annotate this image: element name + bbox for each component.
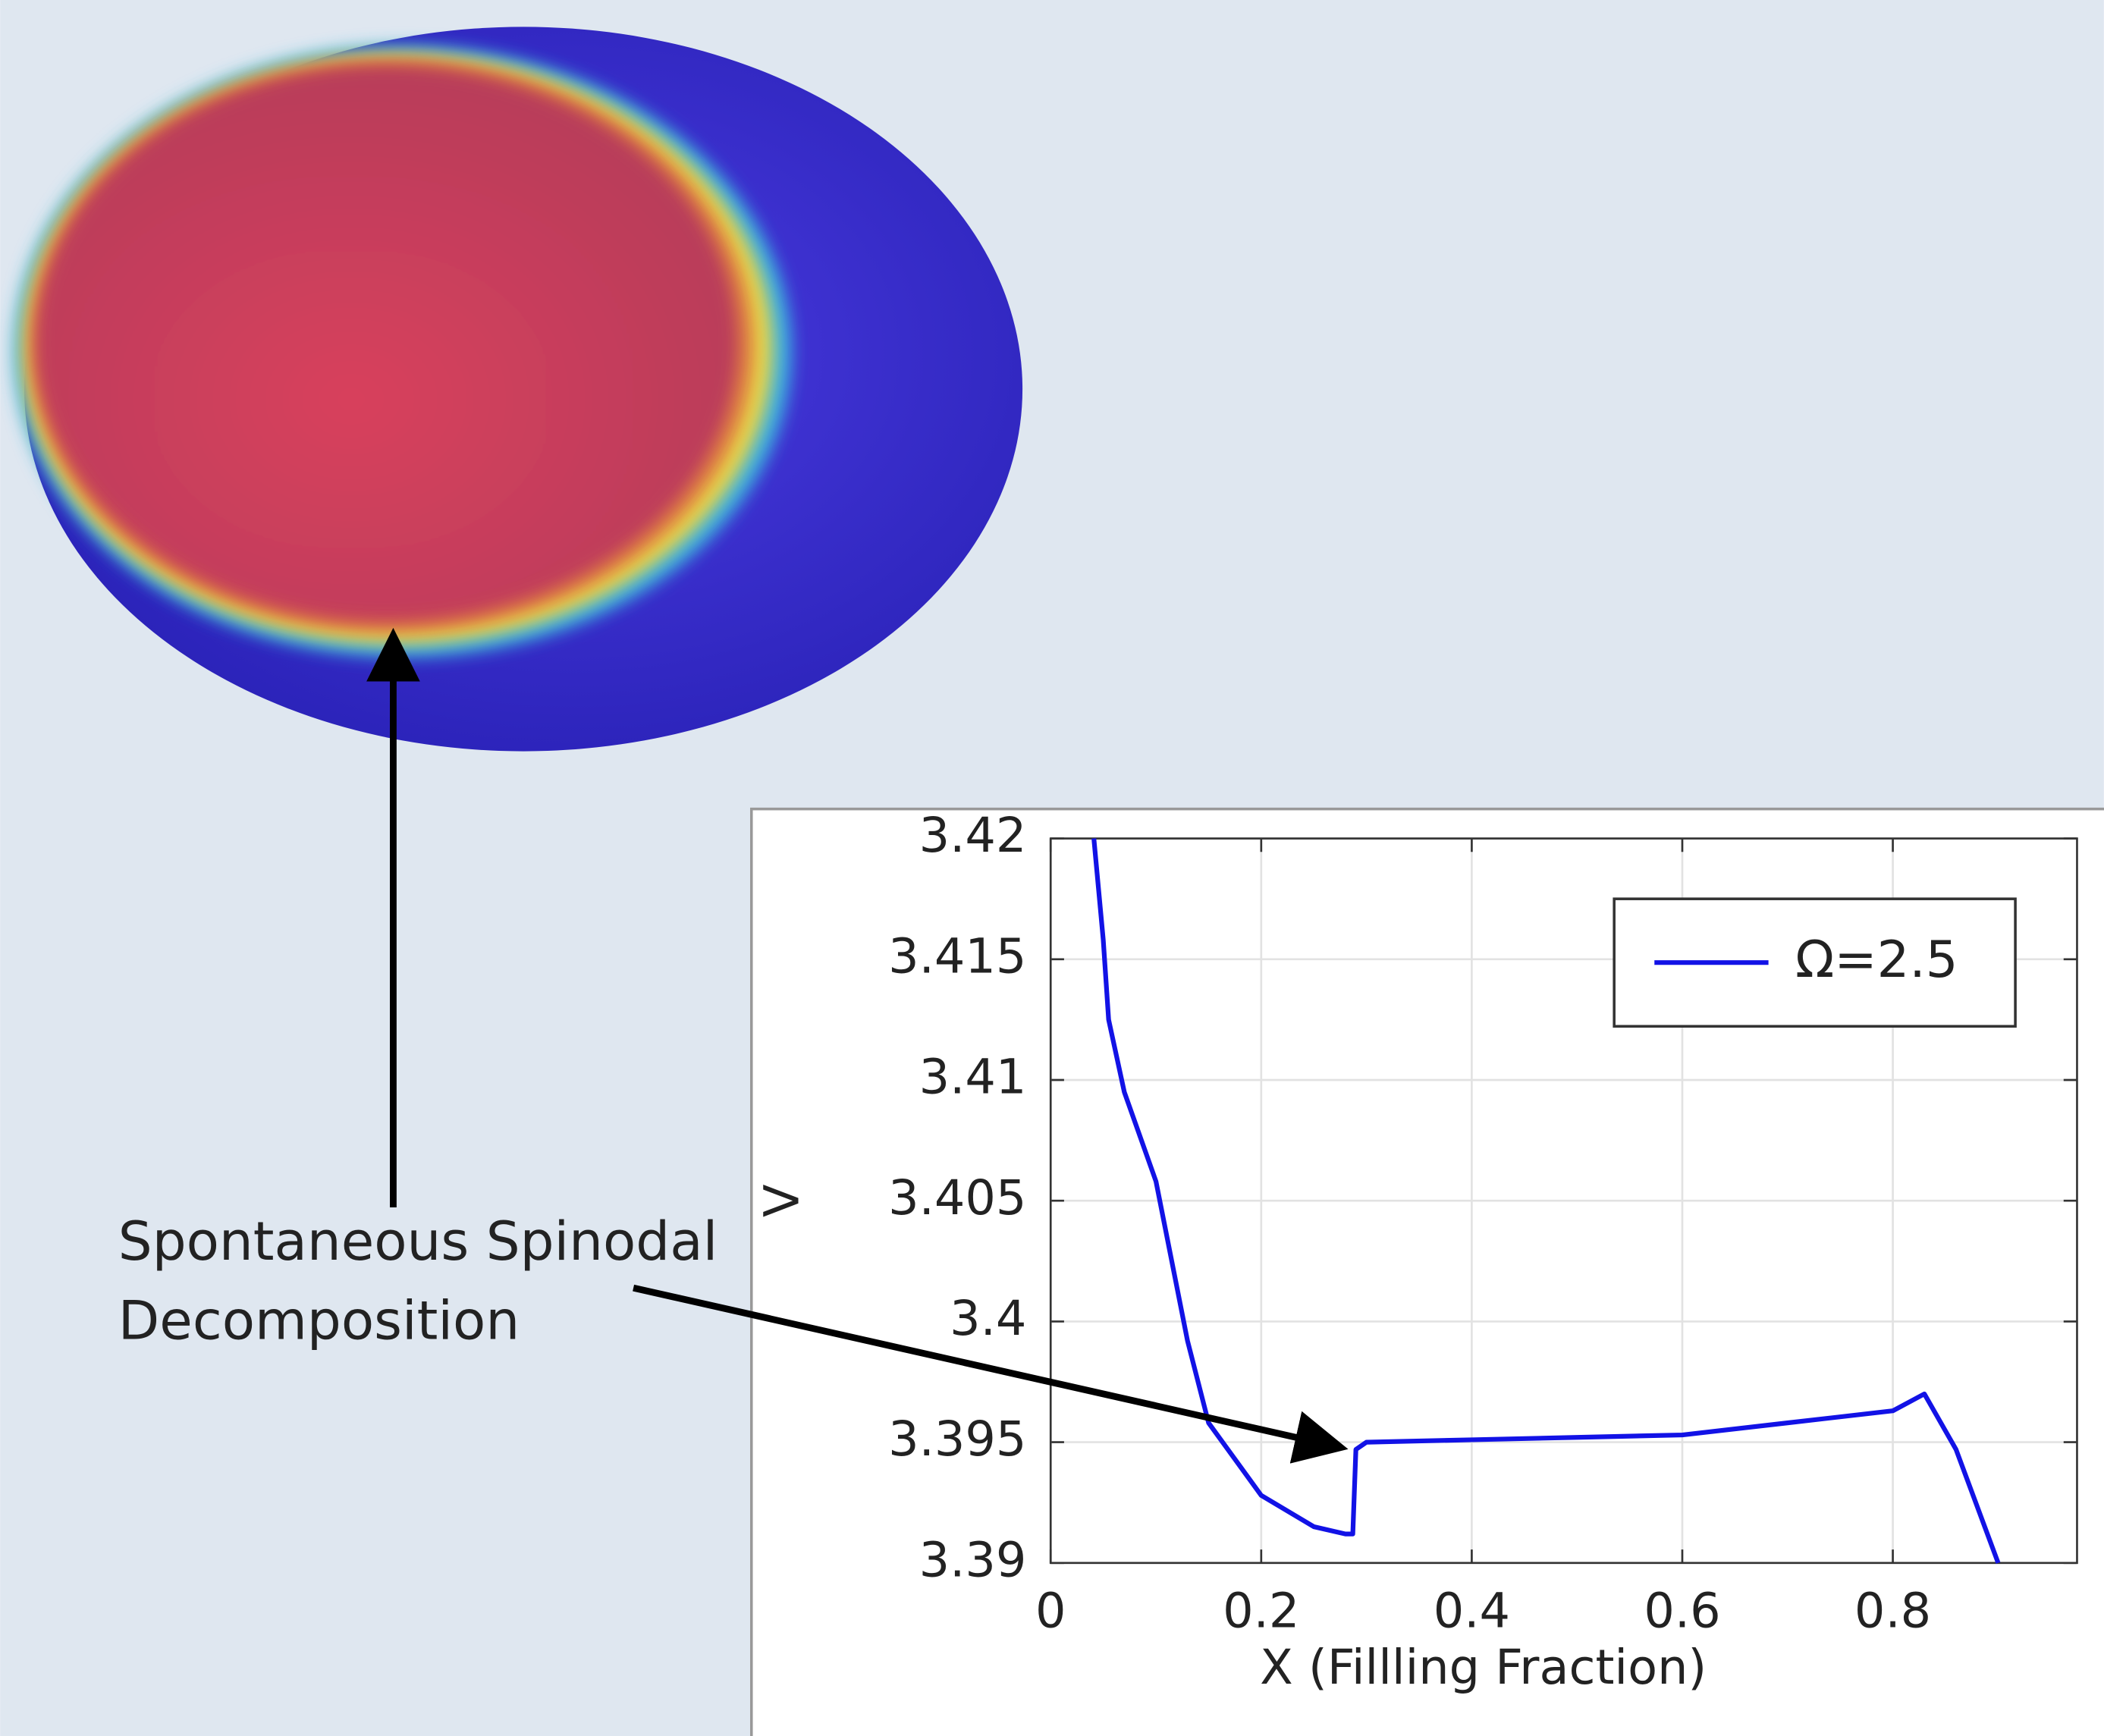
y-tick-label: 3.41 bbox=[919, 1050, 1027, 1106]
data-line bbox=[1091, 838, 2001, 1564]
y-tick-label: 3.395 bbox=[888, 1411, 1026, 1468]
y-tick-label: 3.4 bbox=[950, 1291, 1026, 1347]
x-axis-label: X (Fillling Fraction) bbox=[1260, 1640, 1707, 1696]
annotation: Decomposition bbox=[118, 1289, 520, 1351]
x-tick-label: 0 bbox=[1035, 1584, 1066, 1640]
annotation: Spontaneous Spinodal bbox=[118, 1210, 718, 1273]
x-tick-label: 0.4 bbox=[1434, 1584, 1510, 1640]
ellipsoid-image bbox=[13, 27, 1023, 752]
y-tick-label: 3.39 bbox=[919, 1532, 1027, 1588]
y-tick-label: 3.415 bbox=[888, 928, 1026, 984]
x-tick-label: 0.6 bbox=[1644, 1584, 1720, 1640]
arrow bbox=[633, 1284, 1349, 1464]
x-tick-label: 0.2 bbox=[1223, 1584, 1299, 1640]
plot: 3.42 3.415 3.41 3.405 3.4 3.395 3.390 0.2 0.4 0.6… bbox=[755, 808, 2078, 1696]
y-tick-label: 3.405 bbox=[888, 1170, 1026, 1226]
legend-label: Ω=2.5 bbox=[1795, 930, 1958, 989]
y-tick-label: 3.42 bbox=[919, 808, 1027, 864]
plot-frame bbox=[1049, 837, 2078, 1565]
x-tick-label: 0.8 bbox=[1854, 1584, 1931, 1640]
y-axis-label: V bbox=[755, 1184, 811, 1217]
